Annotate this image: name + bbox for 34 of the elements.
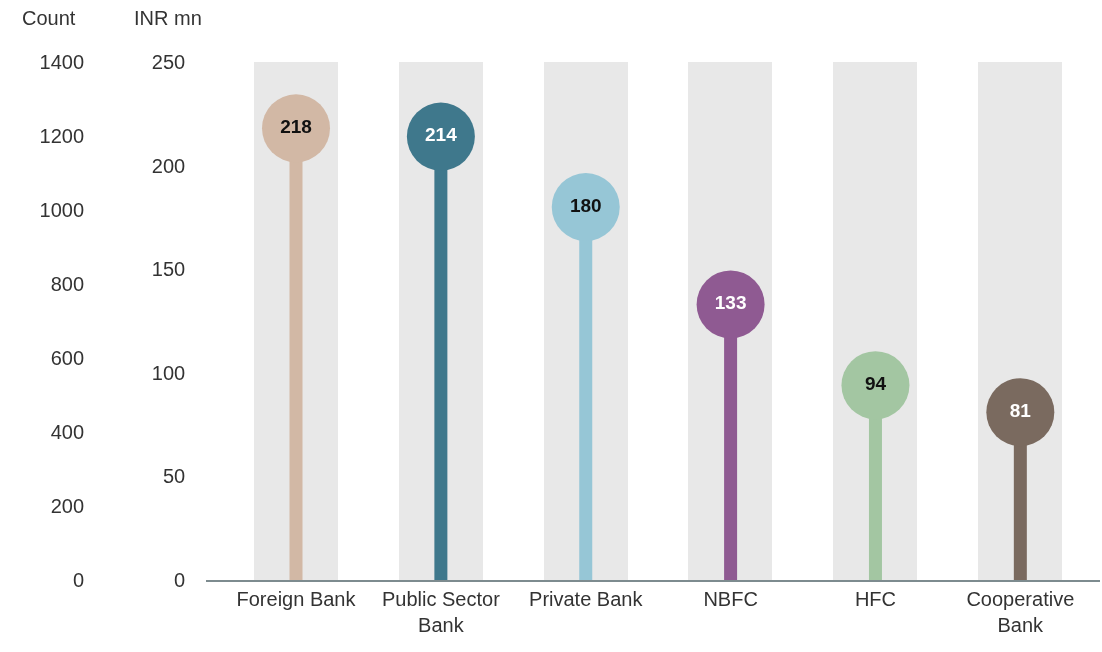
- y2-tick-label: 200: [50, 495, 85, 517]
- point: [406, 102, 475, 171]
- y-axis-title: INR mn: [134, 7, 202, 29]
- data-label: 94: [864, 372, 887, 394]
- x-tick-label: NBFC: [703, 587, 758, 610]
- y-tick-label: 200: [151, 154, 186, 177]
- y-tick-label: 0: [174, 569, 186, 591]
- point: [551, 173, 620, 242]
- x-tick-label: HFC: [854, 587, 897, 610]
- x-tick-label: Public Sector Bank: [381, 587, 501, 636]
- y-tick-label: 150: [151, 258, 186, 281]
- data-label: 81: [1009, 399, 1032, 421]
- y2-tick-label: 1000: [39, 199, 85, 221]
- data-label: 214: [425, 124, 458, 146]
- data-label: 133: [714, 292, 747, 314]
- y-tick-label: 250: [151, 51, 186, 73]
- data-label: 180: [569, 194, 602, 216]
- y2-tick-label: 600: [50, 347, 85, 369]
- x-tick-label: Private Bank: [529, 587, 644, 610]
- point: [986, 378, 1055, 447]
- y2-tick-label: 1200: [39, 125, 85, 147]
- data-label: 218: [280, 116, 312, 138]
- y2-axis-title: Count: [22, 7, 76, 29]
- x-tick-label: Cooperative Bank: [966, 587, 1075, 636]
- point: [696, 270, 765, 339]
- y2-tick-label: 800: [50, 273, 85, 295]
- y2-tick-label: 400: [50, 421, 85, 443]
- point: [841, 351, 910, 420]
- y2-tick-label: 0: [73, 569, 85, 591]
- x-tick-label: Foreign Bank: [236, 587, 357, 610]
- y-tick-label: 50: [162, 465, 186, 488]
- point: [262, 94, 331, 163]
- y-tick-label: 100: [151, 361, 186, 384]
- y2-tick-label: 1400: [39, 51, 85, 73]
